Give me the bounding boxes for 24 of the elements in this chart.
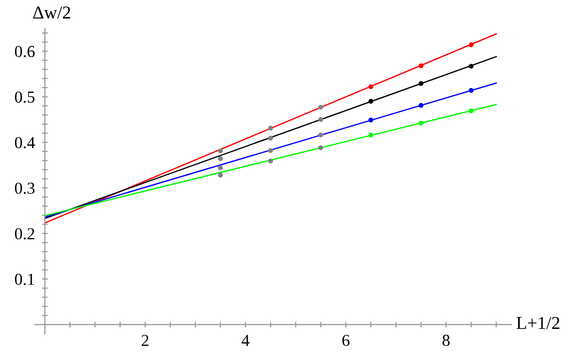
point	[368, 132, 374, 138]
point	[468, 64, 474, 69]
y-axis-title: Δw/2	[33, 6, 70, 19]
point	[368, 84, 374, 90]
point	[418, 103, 424, 108]
point	[368, 118, 374, 122]
x-axis-title: L+1/2	[516, 316, 560, 330]
x-tick-label: 6	[342, 334, 350, 346]
point	[418, 120, 424, 126]
x-tick-label: 2	[142, 334, 148, 346]
x-tick-label: 8	[442, 334, 450, 346]
y-tick-label: 0.3	[14, 182, 35, 194]
y-tick-label: 0.6	[14, 46, 35, 58]
point	[418, 63, 424, 68]
y-tick-label: 0.1	[14, 274, 34, 286]
point	[468, 108, 474, 114]
point	[468, 88, 474, 93]
point	[418, 81, 424, 86]
point	[368, 98, 374, 104]
x-tick-label: 4	[242, 334, 250, 346]
y-tick-label: 0.4	[14, 137, 35, 148]
y-tick-label: 0.5	[14, 91, 35, 103]
point	[468, 42, 474, 48]
y-tick-label: 0.2	[14, 228, 34, 240]
